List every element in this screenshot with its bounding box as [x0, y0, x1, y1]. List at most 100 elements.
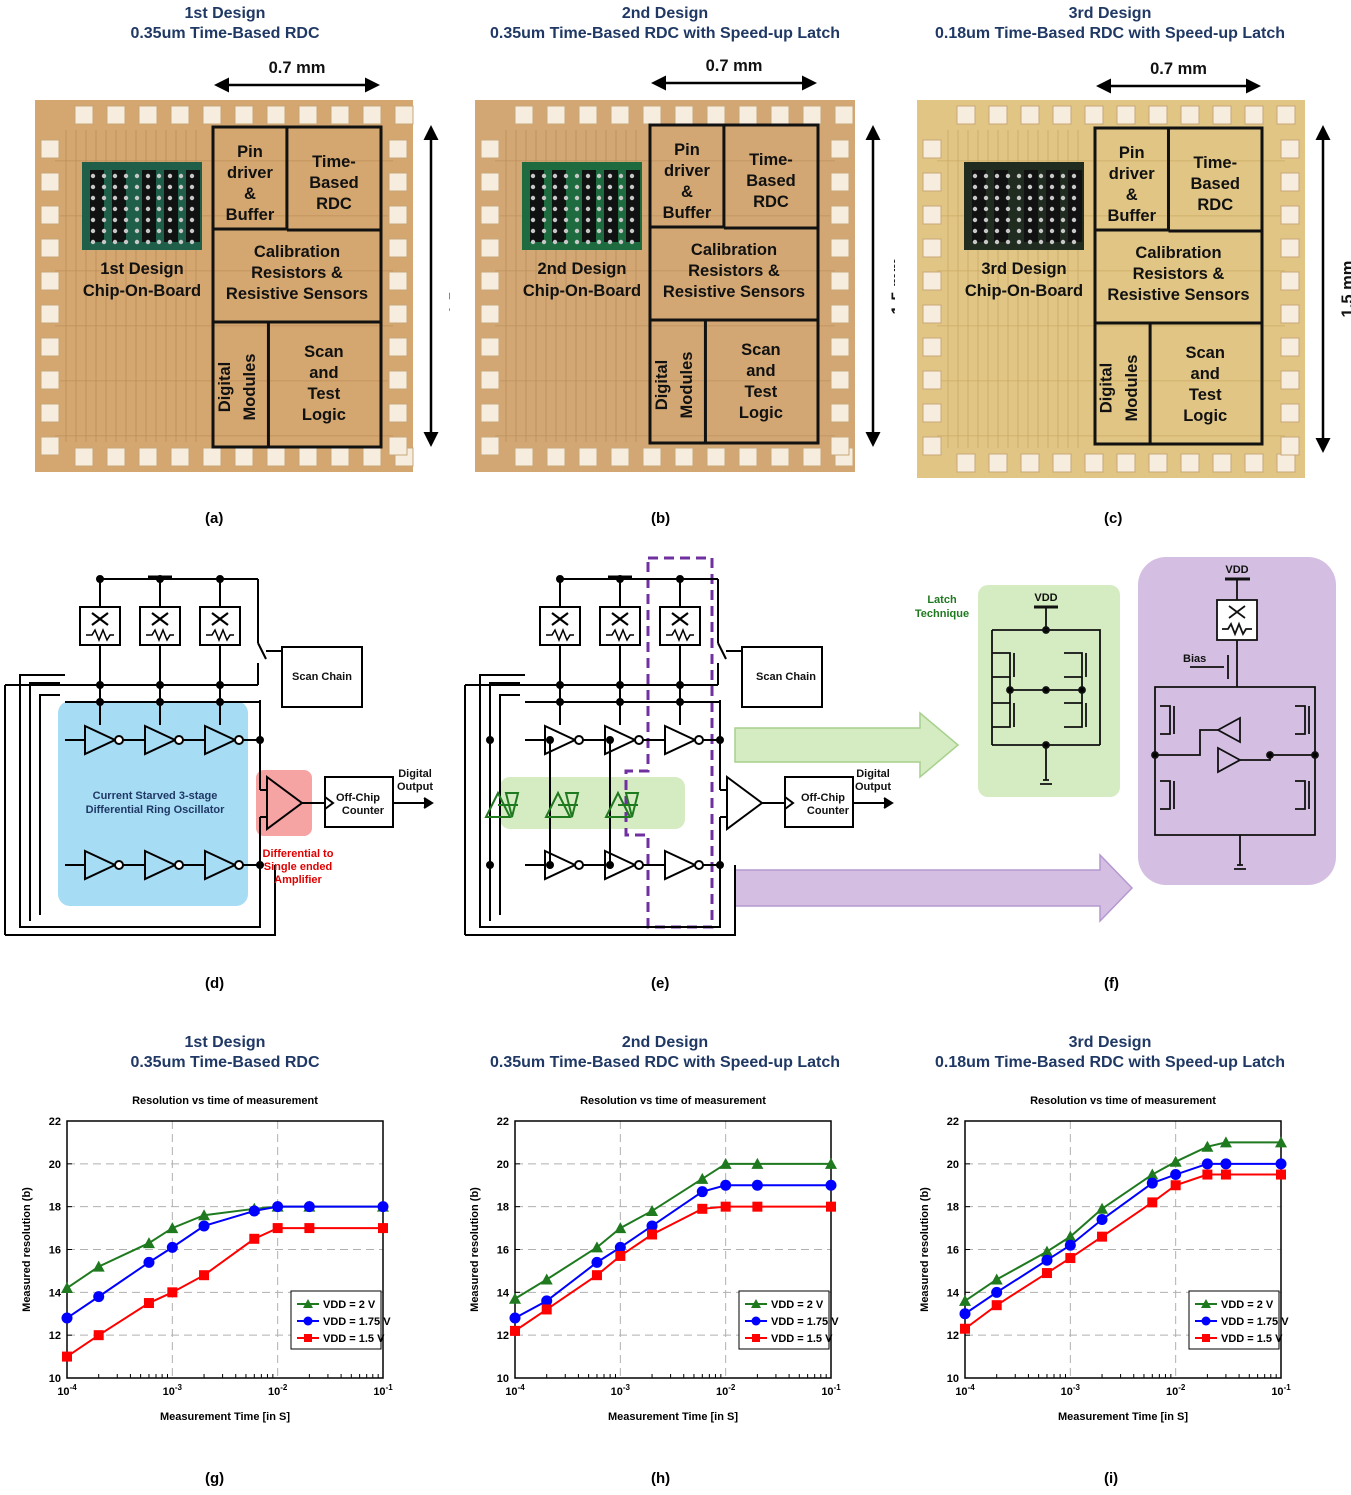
bond-pad	[922, 271, 942, 291]
bond-pad	[388, 436, 408, 456]
bond-pad	[1280, 271, 1300, 291]
caption-e: (e)	[651, 975, 670, 992]
data-point	[590, 1241, 603, 1253]
data-point	[991, 1286, 1003, 1298]
x-tick-label: 10-2	[1166, 1383, 1186, 1398]
x-tick-label: 10-2	[268, 1383, 288, 1398]
bond-pad	[388, 403, 408, 423]
data-point	[591, 1270, 602, 1281]
bond-pad	[830, 403, 850, 423]
legend-marker	[751, 1316, 761, 1326]
series-line	[514, 1162, 831, 1300]
data-point	[1170, 1169, 1182, 1181]
block-digital-modules: Digital	[653, 360, 671, 410]
caption-h: (h)	[651, 1470, 671, 1487]
bond-pad	[738, 447, 758, 467]
bond-pad	[922, 337, 942, 357]
resolution-chart-h: Resolution vs time of measurement 10 12 14 1…	[463, 1088, 873, 1433]
block-scan-test: and	[1191, 365, 1220, 383]
bond-pad	[610, 447, 630, 467]
bond-pad	[480, 436, 500, 456]
data-point	[1065, 1253, 1076, 1264]
data-point	[1169, 1155, 1182, 1167]
scan-chain-label-d: Scan Chain	[292, 671, 352, 683]
legend-label: VDD = 2 V	[323, 1299, 376, 1311]
bond-pad	[830, 238, 850, 258]
block-rdc: Time-	[749, 151, 793, 169]
y-tick-label: 10	[947, 1373, 959, 1385]
bond-pad	[546, 447, 566, 467]
data-point	[1220, 1169, 1231, 1180]
data-point	[752, 1201, 763, 1212]
bond-pad	[40, 337, 60, 357]
output-label-e-1: Digital	[856, 768, 890, 780]
block-calibration: Resistors &	[688, 262, 780, 280]
block-scan-test: Scan	[1186, 344, 1225, 362]
bond-pad	[922, 403, 942, 423]
data-point	[92, 1260, 105, 1272]
y-tick-label: 14	[947, 1287, 960, 1299]
data-point	[61, 1312, 73, 1324]
current-source-box	[1216, 599, 1258, 641]
circuit-diagram: Scan Chain Scan Chain Current Starved 3-…	[0, 555, 1351, 955]
block-pin-driver: Buffer	[1107, 207, 1156, 225]
bond-pad	[480, 304, 500, 324]
bond-pad	[1180, 105, 1200, 125]
amplifier-label-1: Differential to	[263, 848, 334, 860]
caption-f: (f)	[1104, 975, 1119, 992]
data-point	[510, 1325, 520, 1336]
x-tick-label: 10-4	[955, 1383, 975, 1398]
block-pin-driver: Buffer	[663, 204, 712, 222]
data-point	[697, 1203, 708, 1214]
block-outline	[211, 125, 383, 449]
height-label: 1.5 mm	[447, 258, 450, 315]
bond-pad	[480, 271, 500, 291]
latch-label-1: Latch	[927, 594, 957, 606]
bond-pad	[956, 453, 976, 473]
data-point	[696, 1186, 708, 1198]
bond-pad	[1276, 105, 1296, 125]
transistor	[992, 652, 1015, 678]
bond-pad	[922, 205, 942, 225]
bond-pad	[1116, 453, 1136, 473]
data-point	[960, 1323, 970, 1334]
block-calibration: Calibration	[254, 243, 340, 261]
cob-label-line2: Chip-On-Board	[83, 282, 201, 300]
data-point	[509, 1292, 521, 1304]
bond-pad	[388, 139, 408, 159]
bond-pad	[388, 337, 408, 357]
bond-pad	[834, 105, 854, 125]
y-tick-label: 14	[497, 1287, 510, 1299]
bond-pad	[1116, 105, 1136, 125]
block-outline	[1093, 126, 1264, 446]
bond-pad	[362, 447, 382, 467]
inverter	[664, 849, 698, 881]
data-point	[249, 1233, 260, 1244]
y-tick-label: 16	[947, 1245, 959, 1257]
data-point	[1201, 1140, 1214, 1152]
block-digital-modules: Digital	[216, 362, 234, 412]
bond-pad	[234, 447, 254, 467]
y-tick-label: 20	[947, 1159, 959, 1171]
bond-pad	[74, 105, 94, 125]
legend-label: VDD = 1.75 V	[323, 1316, 391, 1328]
y-tick-label: 10	[49, 1373, 61, 1385]
data-point	[1202, 1169, 1213, 1180]
data-point	[1276, 1169, 1286, 1180]
design-title: 0.35um Time-Based RDC with Speed-up Latc…	[490, 1054, 840, 1071]
transistor	[1064, 702, 1087, 728]
bond-pad	[1148, 453, 1168, 473]
x-tick-label: 10-1	[1271, 1383, 1291, 1398]
bond-pad	[802, 447, 822, 467]
data-point	[272, 1223, 283, 1234]
y-tick-label: 18	[947, 1202, 959, 1214]
output-label-e-2: Output	[855, 781, 891, 793]
bond-pad	[1180, 453, 1200, 473]
bond-pad	[956, 105, 976, 125]
chart-title: Resolution vs time of measurement	[1030, 1095, 1216, 1107]
bond-pad	[1020, 105, 1040, 125]
off-chip-counter-box	[324, 776, 394, 828]
cob-label-line1: 2nd Design	[538, 260, 627, 278]
block-scan-test: Scan	[304, 343, 343, 361]
block-outline	[648, 123, 820, 445]
